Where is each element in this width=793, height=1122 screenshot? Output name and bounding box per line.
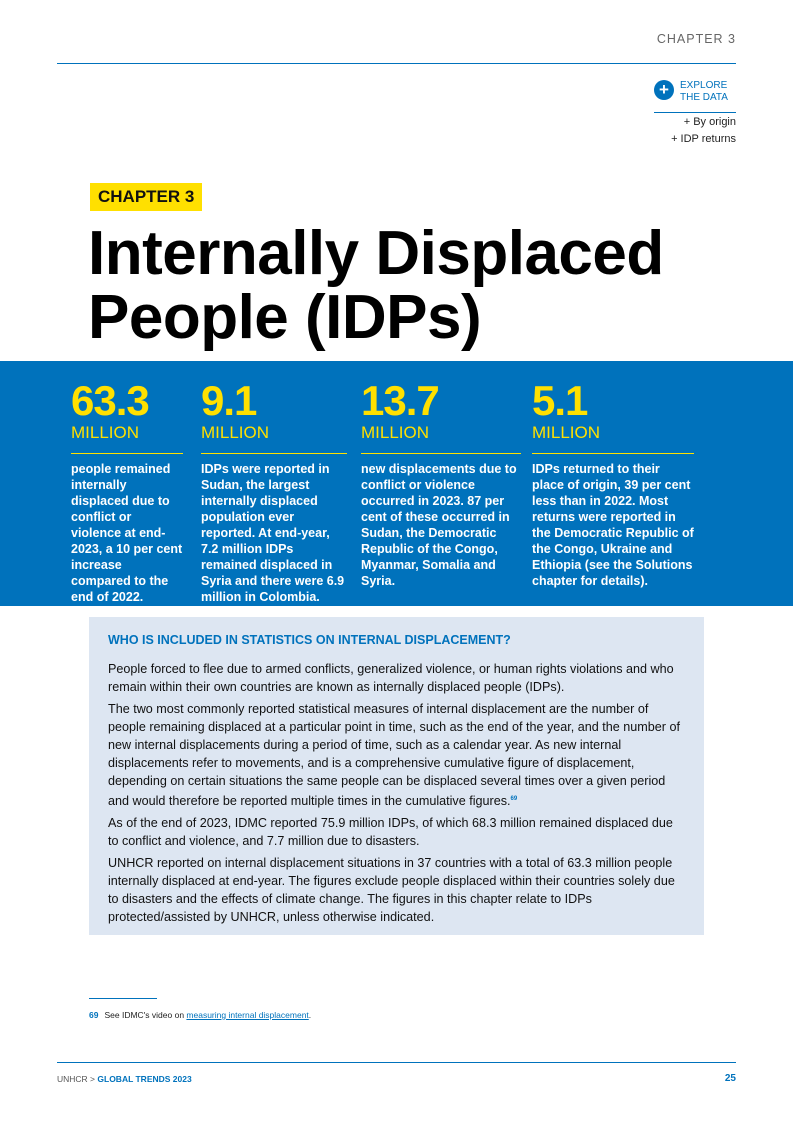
stat-card: 9.1 MILLION IDPs were reported in Sudan,…: [201, 379, 347, 605]
explore-data-label: EXPLORE THE DATA: [680, 80, 728, 103]
stat-unit: MILLION: [71, 423, 140, 442]
stat-unit: MILLION: [532, 423, 601, 442]
stat-card: 13.7 MILLION new displacements due to co…: [361, 379, 521, 589]
plus-circle-icon: +: [654, 80, 674, 100]
page-title: Internally Displaced People (IDPs): [88, 219, 664, 352]
definition-box: WHO IS INCLUDED IN STATISTICS ON INTERNA…: [89, 617, 704, 935]
page-number: 25: [724, 1073, 736, 1084]
stat-unit: MILLION: [361, 423, 430, 442]
stat-number: 9.1: [201, 377, 257, 424]
stat-description: IDPs returned to their place of origin, …: [532, 462, 694, 588]
stat-description: people remained internally displaced due…: [71, 462, 183, 604]
stat-number: 13.7: [361, 377, 440, 424]
stat-number: 63.3: [71, 377, 150, 424]
stat-divider: [71, 453, 183, 454]
footnote: 69 See IDMC's video on measuring internal…: [89, 1010, 312, 1020]
footnote-link[interactable]: measuring internal displacement: [186, 1010, 309, 1020]
stat-description: IDPs were reported in Sudan, the largest…: [201, 462, 345, 604]
definition-paragraph: People forced to flee due to armed confl…: [108, 662, 674, 694]
definition-paragraph: The two most commonly reported statistic…: [108, 702, 680, 809]
running-chapter-label: CHAPTER 3: [656, 32, 736, 46]
stat-card: 5.1 MILLION IDPs returned to their place…: [532, 379, 694, 589]
definition-paragraph: UNHCR reported on internal displacement …: [108, 856, 675, 925]
key-figures-band: 63.3 MILLION people remained internally …: [0, 361, 793, 606]
footnote-ref-69[interactable]: 69: [510, 796, 518, 802]
stat-unit: MILLION: [201, 423, 270, 442]
explore-link-idp-returns[interactable]: + IDP returns: [671, 133, 736, 145]
footer-divider: [57, 1062, 736, 1063]
footer-report-title: UNHCR > GLOBAL TRENDS 2023: [57, 1074, 192, 1084]
chapter-tag: CHAPTER 3: [90, 183, 203, 211]
footnote-text: See IDMC's video on: [104, 1010, 187, 1020]
stat-card: 63.3 MILLION people remained internally …: [71, 379, 183, 605]
definition-box-title: WHO IS INCLUDED IN STATISTICS ON INTERNA…: [108, 633, 511, 647]
stat-number: 5.1: [532, 377, 588, 424]
stat-divider: [361, 453, 521, 454]
explore-link-by-origin[interactable]: + By origin: [683, 116, 736, 128]
explore-data-button[interactable]: + EXPLORE THE DATA: [654, 80, 736, 113]
stat-divider: [532, 453, 694, 454]
footnote-divider: [89, 998, 157, 999]
definition-paragraph: As of the end of 2023, IDMC reported 75.…: [108, 816, 673, 849]
top-divider: [57, 63, 736, 64]
footnote-number: 69: [89, 1010, 99, 1020]
stat-description: new displacements due to conflict or vio…: [361, 462, 517, 588]
stat-divider: [201, 453, 347, 454]
